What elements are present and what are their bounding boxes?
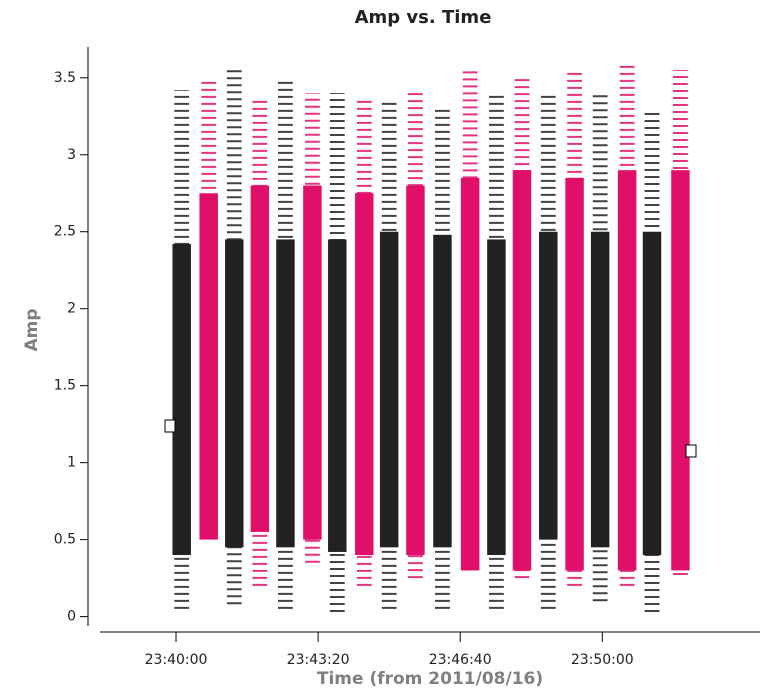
amp-core bbox=[406, 185, 425, 556]
amp-core bbox=[590, 231, 610, 548]
amp-core bbox=[250, 185, 270, 532]
amp-core bbox=[433, 234, 452, 548]
y-tick-label: 2 bbox=[67, 301, 76, 317]
y-axis-label: Amp bbox=[22, 308, 42, 351]
amp-core bbox=[460, 177, 480, 571]
chart-title: Amp vs. Time bbox=[355, 7, 492, 28]
amp-core bbox=[355, 193, 374, 556]
x-tick-label: 23:40:00 bbox=[145, 652, 208, 668]
plot-area bbox=[172, 62, 690, 612]
amp-core bbox=[276, 239, 295, 548]
flag-marker bbox=[164, 419, 176, 433]
amp-core bbox=[671, 170, 690, 571]
amp-core bbox=[617, 170, 637, 571]
amp-core bbox=[328, 239, 347, 552]
amp-core bbox=[172, 244, 191, 556]
x-axis-label: Time (from 2011/08/16) bbox=[317, 669, 543, 689]
y-tick-label: 1 bbox=[67, 455, 76, 471]
amp-core bbox=[512, 170, 532, 571]
y-tick-label: 3 bbox=[67, 147, 76, 163]
amp-core bbox=[642, 231, 662, 556]
amp-core bbox=[199, 193, 218, 540]
x-tick-label: 23:46:40 bbox=[429, 652, 492, 668]
amp-core bbox=[379, 231, 399, 548]
amp-core bbox=[539, 231, 558, 540]
y-tick-label: 2.5 bbox=[54, 224, 76, 240]
amp-core bbox=[303, 185, 322, 540]
y-tick-label: 0 bbox=[67, 609, 76, 625]
flag-marker bbox=[685, 444, 697, 458]
y-tick-label: 0.5 bbox=[54, 532, 76, 548]
amp-core bbox=[487, 239, 506, 556]
y-tick-label: 3.5 bbox=[54, 70, 76, 86]
x-tick-label: 23:50:00 bbox=[571, 652, 634, 668]
y-tick-label: 1.5 bbox=[54, 378, 76, 394]
amp-core bbox=[565, 177, 584, 571]
x-tick-label: 23:43:20 bbox=[287, 652, 350, 668]
amp-core bbox=[225, 239, 244, 548]
